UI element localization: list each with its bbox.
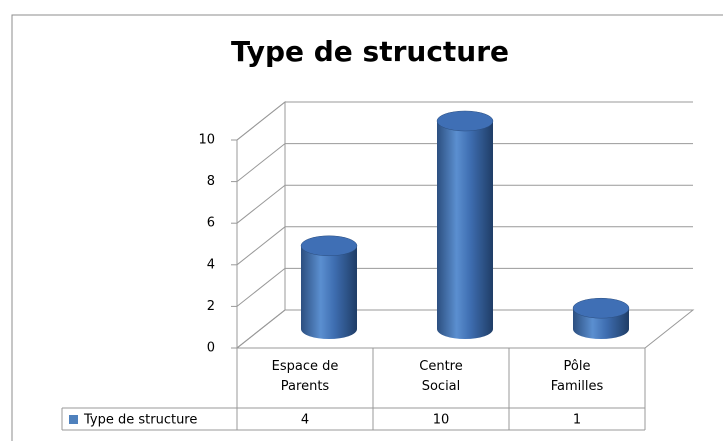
grid-line — [236, 143, 693, 182]
bar-top — [572, 297, 630, 319]
legend-label: Type de structure — [83, 413, 197, 428]
grid-line — [236, 226, 693, 266]
chart-title: Type de structure — [231, 35, 509, 68]
bar-top — [436, 110, 494, 132]
table-value: 4 — [301, 413, 309, 428]
bar — [437, 121, 493, 339]
y-tick-label: 4 — [207, 257, 215, 272]
x-tick-label: Pôle Familles — [550, 359, 604, 394]
grid-line — [236, 184, 693, 224]
table-value: 10 — [433, 413, 450, 428]
y-tick-label: 0 — [207, 341, 215, 356]
x-tick-label: Centre Social — [419, 359, 463, 394]
y-tick-label: 6 — [207, 216, 215, 231]
y-tick-label: 8 — [207, 174, 215, 189]
y-tick-label: 10 — [198, 133, 215, 148]
bar-top — [300, 235, 358, 257]
grid-line — [236, 309, 693, 349]
grid-line — [236, 101, 693, 141]
table-value: 1 — [573, 413, 581, 428]
chart-border — [11, 14, 723, 441]
grid-line — [236, 267, 693, 307]
y-tick-label: 2 — [207, 299, 215, 314]
legend-key — [69, 415, 78, 424]
x-tick-label: Espace de Parents — [271, 359, 339, 394]
bar — [301, 245, 357, 339]
